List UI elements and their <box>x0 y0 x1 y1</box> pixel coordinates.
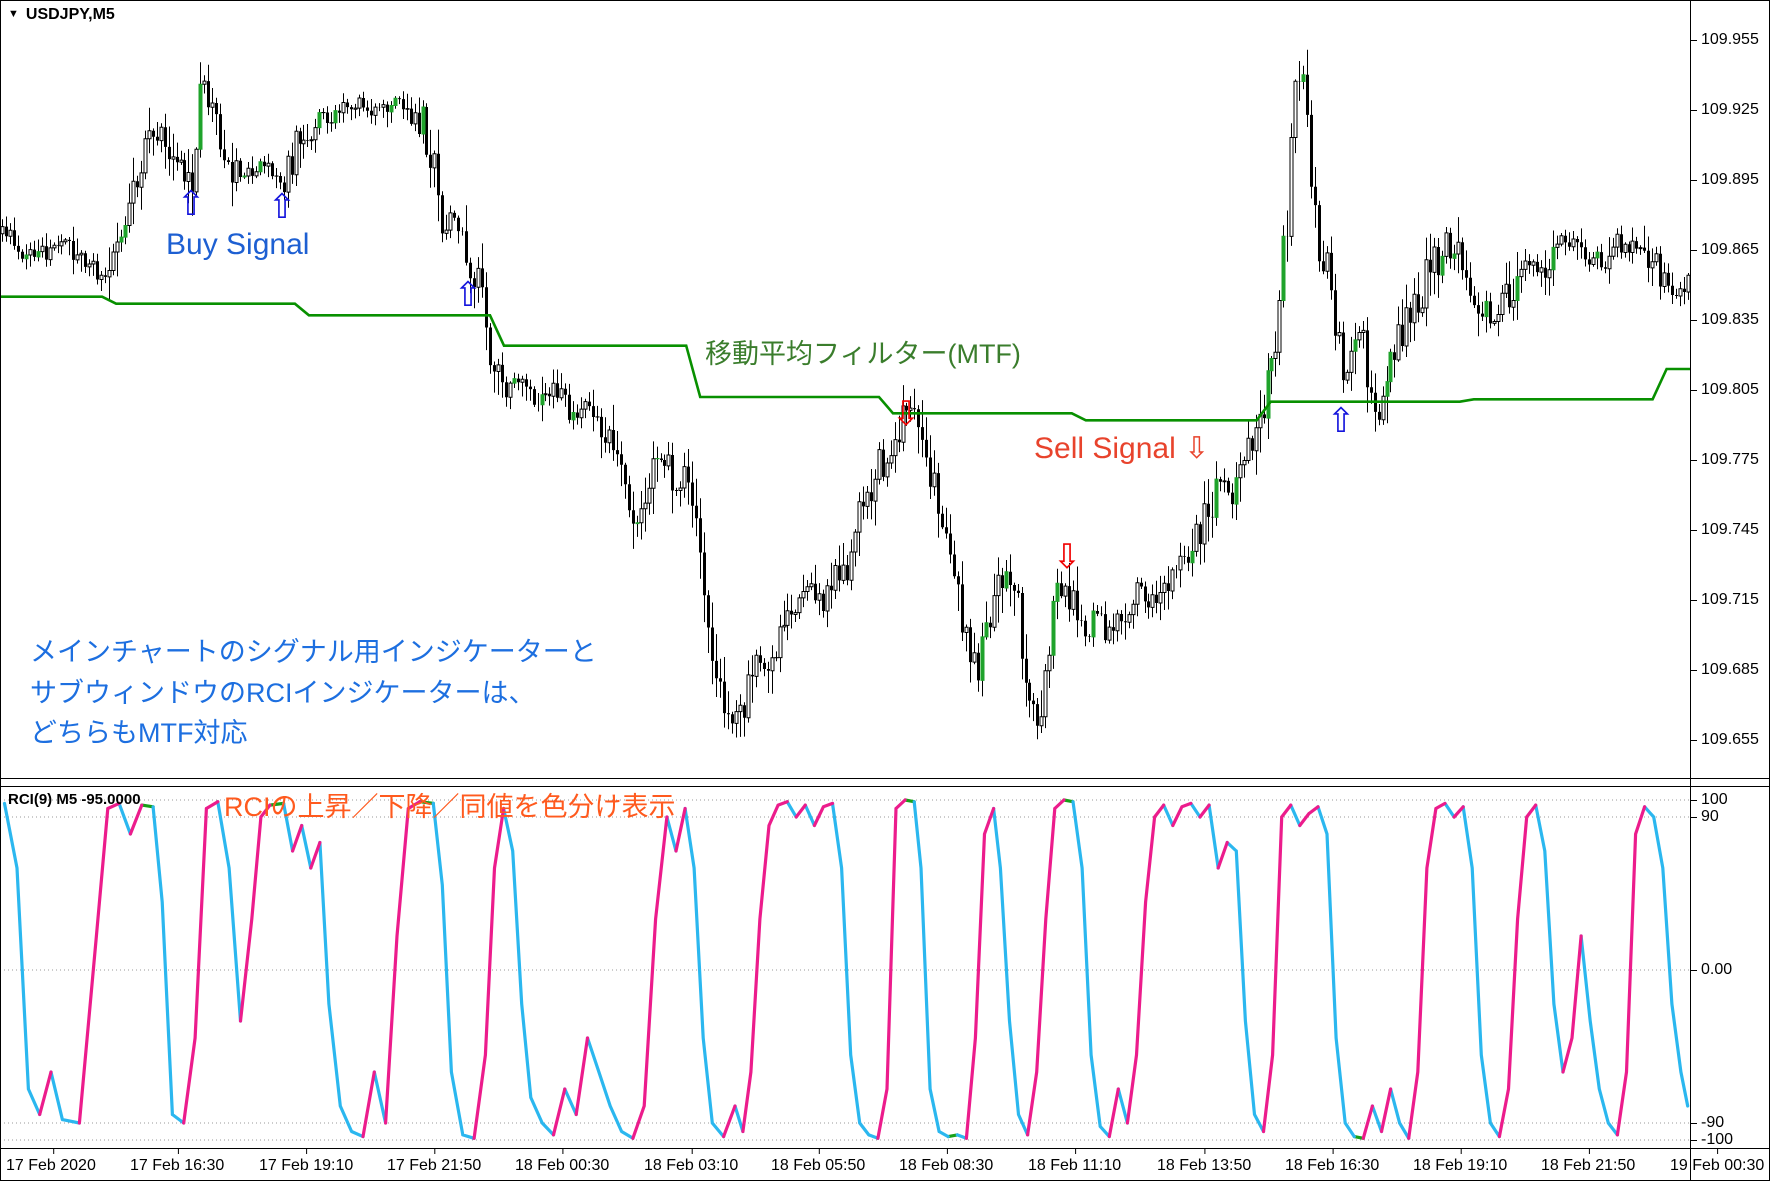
sell-arrow-icon: ⇩ <box>892 395 921 433</box>
buy-arrow-icon: ⇧ <box>268 188 297 226</box>
sell-arrow-icon: ⇩ <box>1053 538 1082 576</box>
up-tick-candle-bodies <box>24 74 1600 681</box>
rci-subwindow-area[interactable] <box>0 786 1690 1148</box>
price-axis[interactable] <box>1690 0 1770 1148</box>
buy-arrow-icon: ⇧ <box>454 276 483 314</box>
bull-candle-bodies <box>0 80 1691 727</box>
window-splitter[interactable] <box>0 778 1770 786</box>
buy-arrow-icon: ⇧ <box>177 185 206 223</box>
ma-filter-line <box>0 295 1690 422</box>
time-axis[interactable] <box>0 1148 1770 1181</box>
rci-falling-segments <box>2 800 1690 1140</box>
rci-rising-segments <box>38 798 1647 1140</box>
buy-arrow-icon: ⇧ <box>1327 402 1356 440</box>
rci-equal-segments <box>140 798 1365 1140</box>
main-chart-area[interactable] <box>0 0 1690 778</box>
